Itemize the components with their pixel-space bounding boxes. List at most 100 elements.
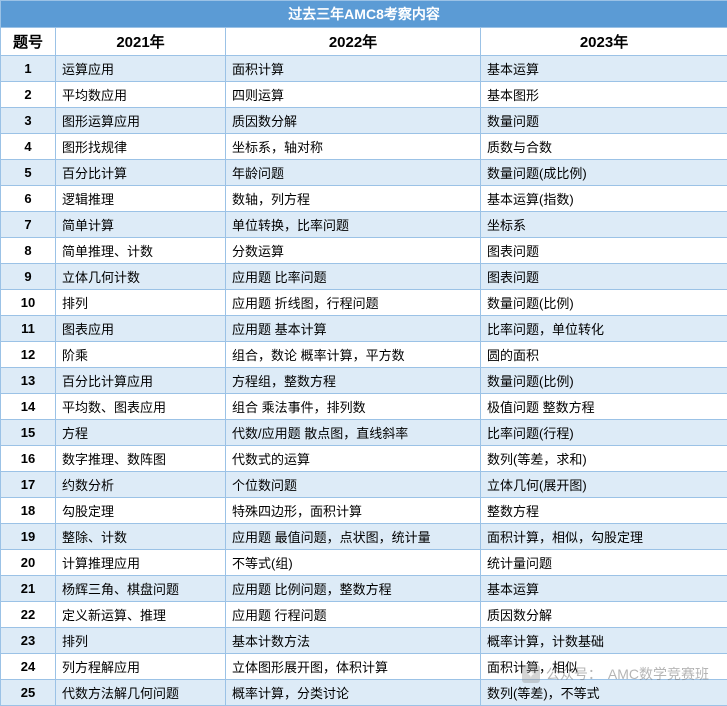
col-header-2023: 2023年 bbox=[481, 28, 727, 56]
cell-num: 1 bbox=[1, 56, 56, 82]
cell-2023: 极值问题 整数方程 bbox=[481, 394, 727, 420]
cell-2023: 基本图形 bbox=[481, 82, 727, 108]
cell-2022: 应用题 基本计算 bbox=[226, 316, 481, 342]
cell-2022: 应用题 最值问题，点状图，统计量 bbox=[226, 524, 481, 550]
table-row: 11图表应用应用题 基本计算比率问题，单位转化 bbox=[1, 316, 727, 342]
cell-2021: 图表应用 bbox=[56, 316, 226, 342]
cell-2021: 百分比计算 bbox=[56, 160, 226, 186]
cell-2023: 数列(等差，求和) bbox=[481, 446, 727, 472]
table-row: 3图形运算应用质因数分解数量问题 bbox=[1, 108, 727, 134]
table-row: 24列方程解应用立体图形展开图，体积计算面积计算，相似 bbox=[1, 654, 727, 680]
cell-num: 18 bbox=[1, 498, 56, 524]
col-header-2021: 2021年 bbox=[56, 28, 226, 56]
cell-2022: 坐标系，轴对称 bbox=[226, 134, 481, 160]
table-title: 过去三年AMC8考察内容 bbox=[1, 1, 727, 28]
cell-2022: 组合，数论 概率计算，平方数 bbox=[226, 342, 481, 368]
cell-2023: 统计量问题 bbox=[481, 550, 727, 576]
cell-num: 9 bbox=[1, 264, 56, 290]
cell-num: 5 bbox=[1, 160, 56, 186]
table-row: 7简单计算单位转换，比率问题坐标系 bbox=[1, 212, 727, 238]
cell-2021: 平均数、图表应用 bbox=[56, 394, 226, 420]
table-row: 12阶乘组合，数论 概率计算，平方数圆的面积 bbox=[1, 342, 727, 368]
cell-2021: 整除、计数 bbox=[56, 524, 226, 550]
col-header-num: 题号 bbox=[1, 28, 56, 56]
table-row: 15方程代数/应用题 散点图，直线斜率比率问题(行程) bbox=[1, 420, 727, 446]
cell-2022: 年龄问题 bbox=[226, 160, 481, 186]
table-row: 21杨辉三角、棋盘问题应用题 比例问题，整数方程基本运算 bbox=[1, 576, 727, 602]
cell-2022: 质因数分解 bbox=[226, 108, 481, 134]
cell-2023: 基本运算(指数) bbox=[481, 186, 727, 212]
cell-2021: 图形找规律 bbox=[56, 134, 226, 160]
cell-num: 6 bbox=[1, 186, 56, 212]
cell-2023: 数量问题(比例) bbox=[481, 368, 727, 394]
cell-2023: 比率问题，单位转化 bbox=[481, 316, 727, 342]
cell-num: 8 bbox=[1, 238, 56, 264]
table-row: 20计算推理应用不等式(组)统计量问题 bbox=[1, 550, 727, 576]
cell-2023: 立体几何(展开图) bbox=[481, 472, 727, 498]
cell-2021: 方程 bbox=[56, 420, 226, 446]
cell-2021: 逻辑推理 bbox=[56, 186, 226, 212]
cell-num: 17 bbox=[1, 472, 56, 498]
cell-2021: 图形运算应用 bbox=[56, 108, 226, 134]
cell-2022: 数轴，列方程 bbox=[226, 186, 481, 212]
cell-num: 2 bbox=[1, 82, 56, 108]
cell-num: 11 bbox=[1, 316, 56, 342]
cell-2023: 基本运算 bbox=[481, 56, 727, 82]
table-body: 1运算应用面积计算基本运算2平均数应用四则运算基本图形3图形运算应用质因数分解数… bbox=[1, 56, 727, 706]
cell-2022: 应用题 行程问题 bbox=[226, 602, 481, 628]
cell-2022: 应用题 比例问题，整数方程 bbox=[226, 576, 481, 602]
table-row: 4图形找规律坐标系，轴对称质数与合数 bbox=[1, 134, 727, 160]
table-row: 9立体几何计数应用题 比率问题图表问题 bbox=[1, 264, 727, 290]
cell-2021: 数字推理、数阵图 bbox=[56, 446, 226, 472]
cell-2022: 四则运算 bbox=[226, 82, 481, 108]
cell-2023: 面积计算，相似 bbox=[481, 654, 727, 680]
cell-2021: 运算应用 bbox=[56, 56, 226, 82]
cell-num: 24 bbox=[1, 654, 56, 680]
cell-2022: 面积计算 bbox=[226, 56, 481, 82]
cell-2022: 代数/应用题 散点图，直线斜率 bbox=[226, 420, 481, 446]
cell-2022: 分数运算 bbox=[226, 238, 481, 264]
table-row: 25代数方法解几何问题概率计算，分类讨论数列(等差)，不等式 bbox=[1, 680, 727, 706]
cell-num: 23 bbox=[1, 628, 56, 654]
cell-2023: 概率计算，计数基础 bbox=[481, 628, 727, 654]
cell-2021: 简单推理、计数 bbox=[56, 238, 226, 264]
table-row: 16数字推理、数阵图代数式的运算数列(等差，求和) bbox=[1, 446, 727, 472]
cell-2023: 图表问题 bbox=[481, 264, 727, 290]
cell-num: 19 bbox=[1, 524, 56, 550]
cell-num: 21 bbox=[1, 576, 56, 602]
table-row: 10排列应用题 折线图，行程问题数量问题(比例) bbox=[1, 290, 727, 316]
cell-2021: 约数分析 bbox=[56, 472, 226, 498]
cell-num: 3 bbox=[1, 108, 56, 134]
cell-2022: 基本计数方法 bbox=[226, 628, 481, 654]
cell-num: 7 bbox=[1, 212, 56, 238]
cell-num: 15 bbox=[1, 420, 56, 446]
cell-2021: 杨辉三角、棋盘问题 bbox=[56, 576, 226, 602]
cell-2023: 基本运算 bbox=[481, 576, 727, 602]
cell-2022: 应用题 比率问题 bbox=[226, 264, 481, 290]
table-row: 14平均数、图表应用组合 乘法事件，排列数极值问题 整数方程 bbox=[1, 394, 727, 420]
cell-2023: 面积计算，相似，勾股定理 bbox=[481, 524, 727, 550]
cell-2023: 比率问题(行程) bbox=[481, 420, 727, 446]
cell-2022: 方程组，整数方程 bbox=[226, 368, 481, 394]
table-row: 13百分比计算应用方程组，整数方程数量问题(比例) bbox=[1, 368, 727, 394]
cell-num: 10 bbox=[1, 290, 56, 316]
cell-num: 14 bbox=[1, 394, 56, 420]
cell-num: 12 bbox=[1, 342, 56, 368]
cell-2023: 圆的面积 bbox=[481, 342, 727, 368]
table-row: 19整除、计数应用题 最值问题，点状图，统计量面积计算，相似，勾股定理 bbox=[1, 524, 727, 550]
cell-2022: 代数式的运算 bbox=[226, 446, 481, 472]
cell-2023: 数量问题(比例) bbox=[481, 290, 727, 316]
cell-2023: 数量问题 bbox=[481, 108, 727, 134]
cell-num: 4 bbox=[1, 134, 56, 160]
cell-2021: 平均数应用 bbox=[56, 82, 226, 108]
cell-2023: 质因数分解 bbox=[481, 602, 727, 628]
table-row: 8简单推理、计数分数运算图表问题 bbox=[1, 238, 727, 264]
table-row: 6逻辑推理数轴，列方程基本运算(指数) bbox=[1, 186, 727, 212]
cell-2021: 排列 bbox=[56, 290, 226, 316]
cell-2021: 代数方法解几何问题 bbox=[56, 680, 226, 706]
cell-2022: 单位转换，比率问题 bbox=[226, 212, 481, 238]
cell-2023: 数列(等差)，不等式 bbox=[481, 680, 727, 706]
cell-2023: 图表问题 bbox=[481, 238, 727, 264]
cell-2021: 排列 bbox=[56, 628, 226, 654]
cell-num: 22 bbox=[1, 602, 56, 628]
